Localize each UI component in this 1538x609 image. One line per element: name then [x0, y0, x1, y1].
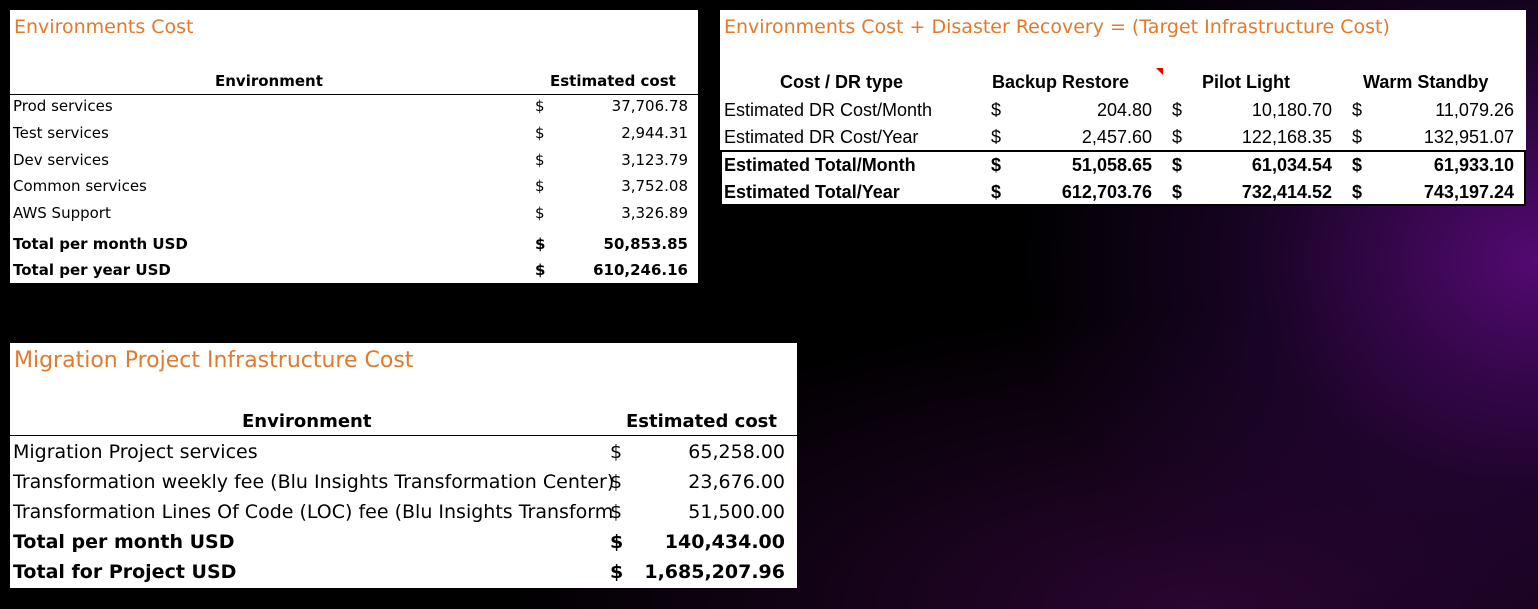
pilot-light-value: 122,168.35: [1241, 127, 1332, 147]
row-label: Migration Project services: [13, 441, 258, 463]
table-row: Transformation Lines Of Code (LOC) fee (…: [10, 498, 797, 528]
totals-box: [720, 150, 1526, 206]
row-amount: 3,326.89: [621, 204, 688, 222]
row-amount: 3,123.79: [621, 151, 688, 169]
estimated-cost-column-header: Estimated cost: [626, 411, 778, 432]
row-label: Transformation weekly fee (Blu Insights …: [13, 471, 615, 493]
row-label: Estimated DR Cost/Month: [724, 100, 933, 120]
currency-symbol: $: [1352, 127, 1363, 147]
pilot-light-value: 10,180.70: [1251, 100, 1332, 120]
disaster-recovery-table: Environments Cost + Disaster Recovery = …: [720, 10, 1526, 206]
row-label: Estimated DR Cost/Year: [724, 127, 919, 147]
warm-standby-header: Warm Standby: [1363, 72, 1489, 92]
currency-symbol: $: [535, 151, 545, 169]
dr-header-row: Cost / DR type Backup Restore Pilot Ligh…: [720, 72, 1526, 96]
row-label: Test services: [13, 124, 109, 142]
total-row: Total for Project USD $ 1,685,207.96: [10, 558, 797, 588]
warm-standby-value: 61,933.10: [1433, 155, 1514, 175]
warm-standby-value: 132,951.07: [1423, 127, 1514, 147]
total-label: Estimated Total/Month: [724, 155, 916, 175]
currency-symbol: $: [1172, 182, 1183, 202]
environments-cost-table: Environments Cost Environment Estimated …: [10, 10, 698, 283]
backup-restore-value: 612,703.76: [1061, 182, 1152, 202]
environments-cost-title: Environments Cost: [14, 16, 194, 38]
disaster-recovery-title: Environments Cost + Disaster Recovery = …: [724, 16, 1390, 38]
cost-dr-type-header: Cost / DR type: [780, 72, 904, 92]
currency-symbol: $: [535, 124, 545, 142]
backup-restore-value: 2,457.60: [1081, 127, 1152, 147]
row-label: Dev services: [13, 151, 109, 169]
table-row: Test services $ 2,944.31: [10, 122, 698, 148]
table-row: Prod services $ 37,706.78: [10, 95, 698, 121]
table-row: Migration Project services $ 65,258.00: [10, 438, 797, 468]
row-label: Common services: [13, 177, 147, 195]
currency-symbol: $: [1352, 155, 1363, 175]
currency-symbol: $: [535, 204, 545, 222]
row-amount: 51,500.00: [688, 501, 785, 523]
currency-symbol: $: [535, 261, 546, 279]
currency-symbol: $: [1172, 127, 1183, 147]
migration-cost-title: Migration Project Infrastructure Cost: [14, 348, 414, 373]
currency-symbol: $: [1172, 100, 1183, 120]
currency-symbol: $: [610, 471, 623, 493]
table-row: Estimated DR Cost/Month $ 204.80 $ 10,18…: [720, 98, 1526, 125]
currency-symbol: $: [610, 561, 624, 583]
total-row: Total per month USD $ 140,434.00: [10, 528, 797, 558]
row-label: AWS Support: [13, 204, 111, 222]
currency-symbol: $: [991, 155, 1002, 175]
pilot-light-value: 61,034.54: [1251, 155, 1332, 175]
total-label: Total per month USD: [13, 235, 188, 253]
total-label: Total per year USD: [13, 261, 171, 279]
backup-restore-value: 51,058.65: [1071, 155, 1152, 175]
row-amount: 23,676.00: [688, 471, 785, 493]
migration-header-row: Environment Estimated cost: [10, 411, 797, 436]
currency-symbol: $: [1172, 155, 1183, 175]
pilot-light-header: Pilot Light: [1202, 72, 1290, 92]
total-amount: 610,246.16: [593, 261, 688, 279]
currency-symbol: $: [1352, 182, 1363, 202]
currency-symbol: $: [610, 531, 624, 553]
comment-marker-icon: [1156, 68, 1163, 75]
table-row: Dev services $ 3,123.79: [10, 149, 698, 175]
total-label: Total per month USD: [13, 531, 235, 553]
backup-restore-header: Backup Restore: [992, 72, 1130, 92]
table-row: Common services $ 3,752.08: [10, 175, 698, 201]
warm-standby-value: 743,197.24: [1423, 182, 1514, 202]
currency-symbol: $: [991, 182, 1002, 202]
environment-column-header: Environment: [242, 411, 372, 432]
backup-restore-value: 204.80: [1096, 100, 1152, 120]
currency-symbol: $: [991, 100, 1002, 120]
table-row: Transformation weekly fee (Blu Insights …: [10, 468, 797, 498]
currency-symbol: $: [991, 127, 1002, 147]
environment-column-header: Environment: [215, 72, 323, 90]
currency-symbol: $: [610, 501, 623, 523]
currency-symbol: $: [1352, 100, 1363, 120]
row-amount: 2,944.31: [621, 124, 688, 142]
table-row: Estimated DR Cost/Year $ 2,457.60 $ 122,…: [720, 125, 1526, 152]
table-row: AWS Support $ 3,326.89: [10, 202, 698, 228]
total-label: Total for Project USD: [13, 561, 237, 583]
total-row: Total per month USD $ 50,853.85: [10, 233, 698, 259]
total-amount: 140,434.00: [664, 531, 785, 553]
total-amount: 50,853.85: [603, 235, 688, 253]
row-amount: 3,752.08: [621, 177, 688, 195]
total-row: Total per year USD $ 610,246.16: [10, 259, 698, 285]
currency-symbol: $: [610, 441, 623, 463]
total-row: Estimated Total/Year $ 612,703.76 $ 732,…: [720, 180, 1526, 207]
total-amount: 1,685,207.96: [644, 561, 785, 583]
migration-cost-table: Migration Project Infrastructure Cost En…: [10, 343, 797, 588]
currency-symbol: $: [535, 97, 545, 115]
environments-header-row: Environment Estimated cost: [10, 72, 698, 95]
estimated-cost-column-header: Estimated cost: [550, 72, 676, 90]
row-amount: 65,258.00: [688, 441, 785, 463]
warm-standby-value: 11,079.26: [1435, 100, 1514, 120]
total-row: Estimated Total/Month $ 51,058.65 $ 61,0…: [720, 153, 1526, 180]
currency-symbol: $: [535, 177, 545, 195]
row-amount: 37,706.78: [611, 97, 688, 115]
currency-symbol: $: [535, 235, 546, 253]
total-label: Estimated Total/Year: [724, 182, 900, 202]
row-label: Prod services: [13, 97, 113, 115]
row-label: Transformation Lines Of Code (LOC) fee (…: [13, 501, 614, 523]
pilot-light-value: 732,414.52: [1241, 182, 1332, 202]
